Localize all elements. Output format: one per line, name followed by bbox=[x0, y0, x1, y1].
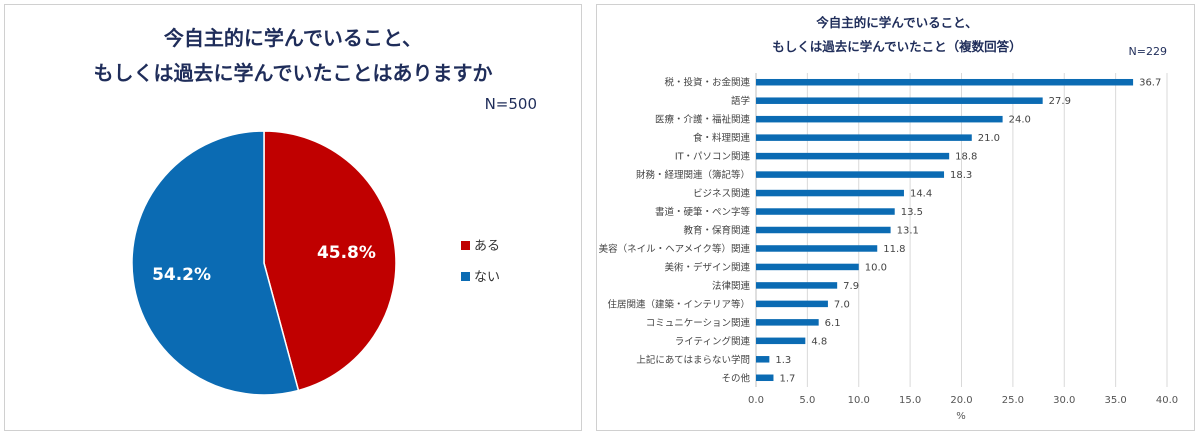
x-tick-label-3: 15.0 bbox=[899, 395, 921, 406]
bar-3 bbox=[756, 134, 972, 141]
value-label-16: 1.7 bbox=[779, 373, 795, 384]
category-label-10: 美術・デザイン関連 bbox=[664, 261, 750, 273]
x-tick-label-0: 0.0 bbox=[748, 395, 764, 406]
pie-slice-0 bbox=[263, 130, 397, 392]
category-label-5: 財務・経理関連（簿記等） bbox=[636, 169, 750, 181]
bar-6 bbox=[756, 189, 904, 197]
value-label-12: 7.0 bbox=[834, 299, 850, 310]
value-label-9: 11.8 bbox=[883, 244, 905, 255]
value-label-14: 4.8 bbox=[811, 336, 827, 347]
category-label-12: 住居関連（建築・インテリア等） bbox=[607, 298, 750, 310]
bar-title-line-1: 今自主的に学んでいること、 bbox=[815, 15, 977, 30]
category-label-16: その他 bbox=[721, 372, 750, 384]
pie-slice-label-1: 54.2% bbox=[152, 265, 211, 285]
category-label-0: 税・投資・お金関連 bbox=[664, 77, 750, 89]
x-tick-label-7: 35.0 bbox=[1104, 395, 1126, 406]
value-label-0: 36.7 bbox=[1139, 78, 1161, 89]
legend-swatch-1 bbox=[461, 272, 470, 281]
bar-10 bbox=[756, 263, 859, 271]
category-label-11: 法律関連 bbox=[712, 280, 751, 292]
pie-title-line-1: 今自主的に学んでいること、 bbox=[164, 26, 422, 50]
bar-13 bbox=[756, 319, 819, 326]
bar-5 bbox=[756, 171, 945, 178]
value-label-2: 24.0 bbox=[1009, 115, 1031, 126]
value-label-5: 18.3 bbox=[950, 170, 972, 181]
value-label-4: 18.8 bbox=[955, 152, 977, 163]
bar-sample-size: N=229 bbox=[1129, 45, 1167, 58]
pie-slice-label-0: 45.8% bbox=[317, 243, 376, 263]
value-label-1: 27.9 bbox=[1049, 96, 1071, 107]
category-label-2: 医療・介護・福祉関連 bbox=[655, 114, 751, 126]
category-label-6: ビジネス関連 bbox=[693, 188, 751, 200]
value-label-10: 10.0 bbox=[865, 262, 887, 273]
bar-chart-panel: 今自主的に学んでいること、 もしくは過去に学んでいたこと（複数回答） N=229… bbox=[596, 4, 1195, 431]
pie-sample-size: N=500 bbox=[485, 95, 537, 113]
bar-15 bbox=[756, 356, 770, 363]
category-label-1: 語学 bbox=[731, 95, 750, 107]
bar-11 bbox=[756, 282, 838, 289]
value-label-15: 1.3 bbox=[775, 355, 791, 366]
category-label-14: ライティング関連 bbox=[675, 335, 751, 347]
bar-12 bbox=[756, 300, 828, 308]
value-label-3: 21.0 bbox=[978, 133, 1000, 144]
pie-slice-1 bbox=[131, 130, 300, 396]
bar-chart: 今自主的に学んでいること、 もしくは過去に学んでいたこと（複数回答） N=229… bbox=[597, 15, 1178, 422]
bar-9 bbox=[756, 245, 878, 252]
bar-0 bbox=[756, 78, 1134, 86]
legend-label-0: ある bbox=[474, 239, 500, 254]
pie-title-line-2: もしくは過去に学んでいたことはありますか bbox=[94, 61, 493, 85]
bar-1 bbox=[756, 97, 1043, 104]
bar-7 bbox=[756, 208, 895, 215]
x-tick-label-4: 20.0 bbox=[950, 395, 972, 406]
pie-chart: 今自主的に学んでいること、 もしくは過去に学んでいたことはありますか N=500… bbox=[94, 26, 537, 396]
pie-chart-panel: 今自主的に学んでいること、 もしくは過去に学んでいたことはありますか N=500… bbox=[4, 4, 582, 431]
x-tick-label-1: 5.0 bbox=[799, 395, 815, 406]
category-label-3: 食・料理関連 bbox=[693, 132, 751, 144]
bar-4 bbox=[756, 152, 950, 160]
bar-14 bbox=[756, 337, 806, 345]
value-label-7: 13.5 bbox=[901, 207, 923, 218]
x-tick-label-5: 25.0 bbox=[1002, 395, 1024, 406]
value-label-8: 13.1 bbox=[897, 226, 919, 237]
value-label-11: 7.9 bbox=[843, 281, 859, 292]
x-tick-label-6: 30.0 bbox=[1053, 395, 1075, 406]
bar-8 bbox=[756, 226, 891, 234]
category-label-7: 書道・硬筆・ペン字等 bbox=[655, 206, 751, 218]
bar-2 bbox=[756, 115, 1003, 123]
legend-label-1: ない bbox=[474, 270, 500, 285]
category-label-9: 衣料・美容（ネイル・ヘアメイク等）関連 bbox=[597, 243, 750, 255]
x-axis-label: % bbox=[956, 411, 966, 422]
value-label-13: 6.1 bbox=[825, 318, 841, 329]
legend-swatch-0 bbox=[461, 241, 470, 250]
category-label-4: IT・パソコン関連 bbox=[675, 151, 751, 163]
x-tick-label-8: 40.0 bbox=[1156, 395, 1178, 406]
category-label-13: コミュニケーション関連 bbox=[646, 317, 751, 329]
bar-16 bbox=[756, 374, 774, 382]
bar-title-line-2: もしくは過去に学んでいたこと（複数回答） bbox=[772, 39, 1021, 54]
value-label-6: 14.4 bbox=[910, 189, 932, 200]
x-tick-label-2: 10.0 bbox=[848, 395, 870, 406]
category-label-15: 上記にあてはまらない学問 bbox=[636, 354, 750, 366]
category-label-8: 教育・保育関連 bbox=[683, 225, 750, 237]
